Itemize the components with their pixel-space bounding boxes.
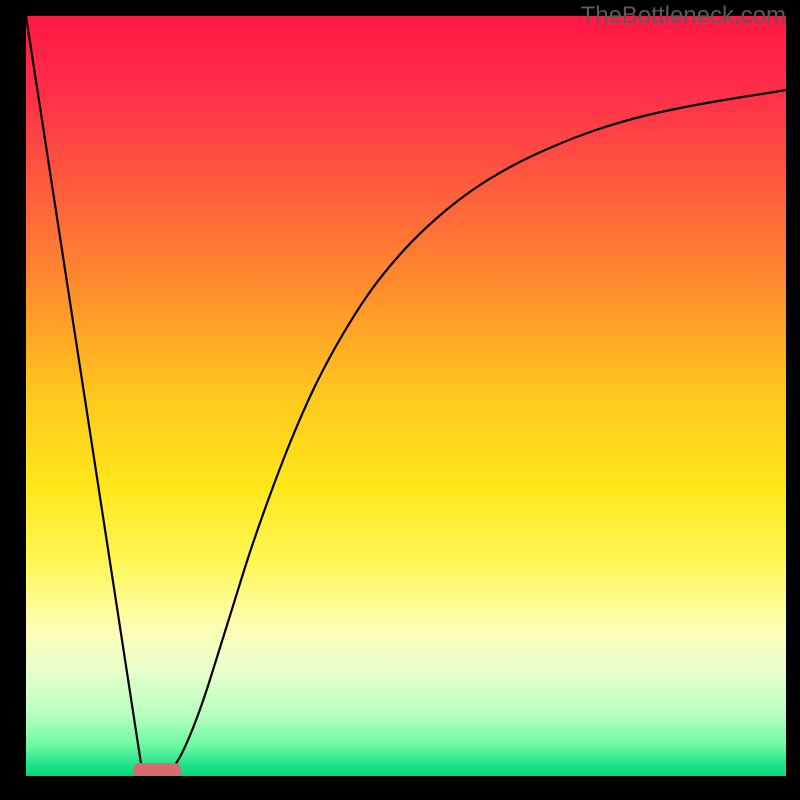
chart-container: TheBottleneck.com: [0, 0, 800, 800]
watermark-text: TheBottleneck.com: [581, 2, 786, 30]
optimal-point-marker: [26, 16, 786, 776]
plot-area: [26, 16, 786, 776]
